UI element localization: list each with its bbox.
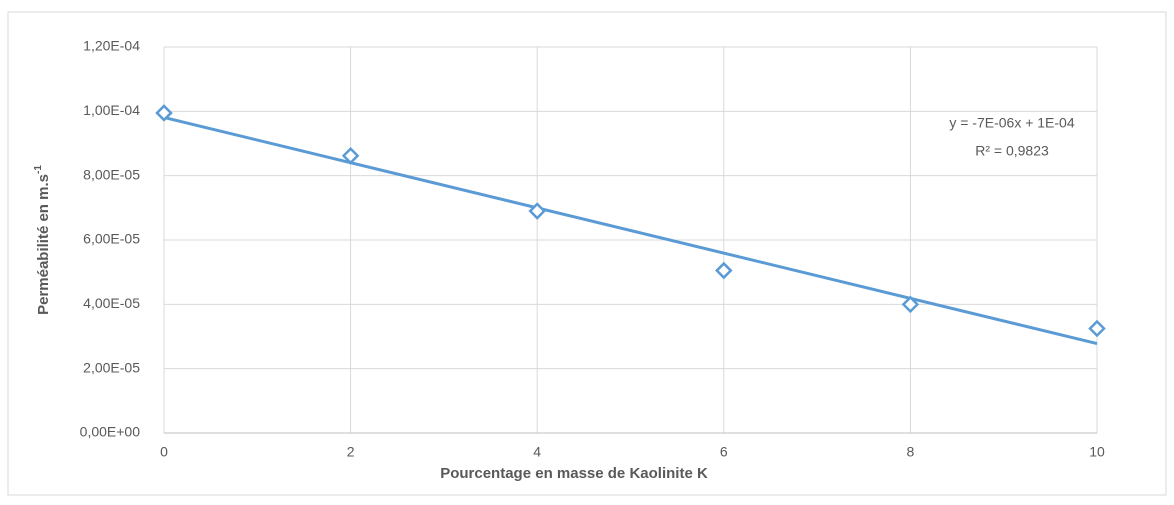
x-tick-label: 6 — [720, 444, 728, 460]
trend-r2: R² = 0,9823 — [975, 143, 1049, 159]
chart-border — [7, 11, 1167, 496]
marker — [528, 202, 546, 220]
x-tick-label: 0 — [160, 444, 168, 460]
y-axis-title-text: Perméabilité en m.s — [35, 174, 52, 315]
marker — [715, 261, 733, 280]
x-tick-label: 2 — [347, 444, 355, 460]
y-tick-label: 2,00E-05 — [83, 359, 140, 375]
y-tick-label: 1,20E-04 — [83, 38, 140, 54]
marker — [901, 295, 920, 314]
y-tick-label: 6,00E-05 — [83, 231, 140, 247]
marker — [1088, 319, 1106, 338]
y-tick-label: 0,00E+00 — [80, 424, 141, 440]
trendline — [163, 115, 1098, 346]
y-axis-title-superscript: -1 — [33, 165, 44, 174]
trend-equation: y = -7E-06x + 1E-04 — [949, 115, 1075, 131]
marker — [155, 104, 173, 122]
y-axis-title: Perméabilité en m.s-1 — [33, 165, 52, 315]
x-axis-title: Pourcentage en masse de Kaolinite K — [440, 465, 708, 482]
marker — [341, 146, 360, 165]
y-tick-label: 1,00E-04 — [83, 102, 140, 118]
y-tick-label: 8,00E-05 — [83, 166, 140, 182]
x-tick-label: 4 — [533, 444, 541, 460]
y-tick-label: 4,00E-05 — [83, 295, 140, 311]
x-tick-label: 8 — [907, 444, 915, 460]
x-tick-label: 10 — [1089, 444, 1105, 460]
